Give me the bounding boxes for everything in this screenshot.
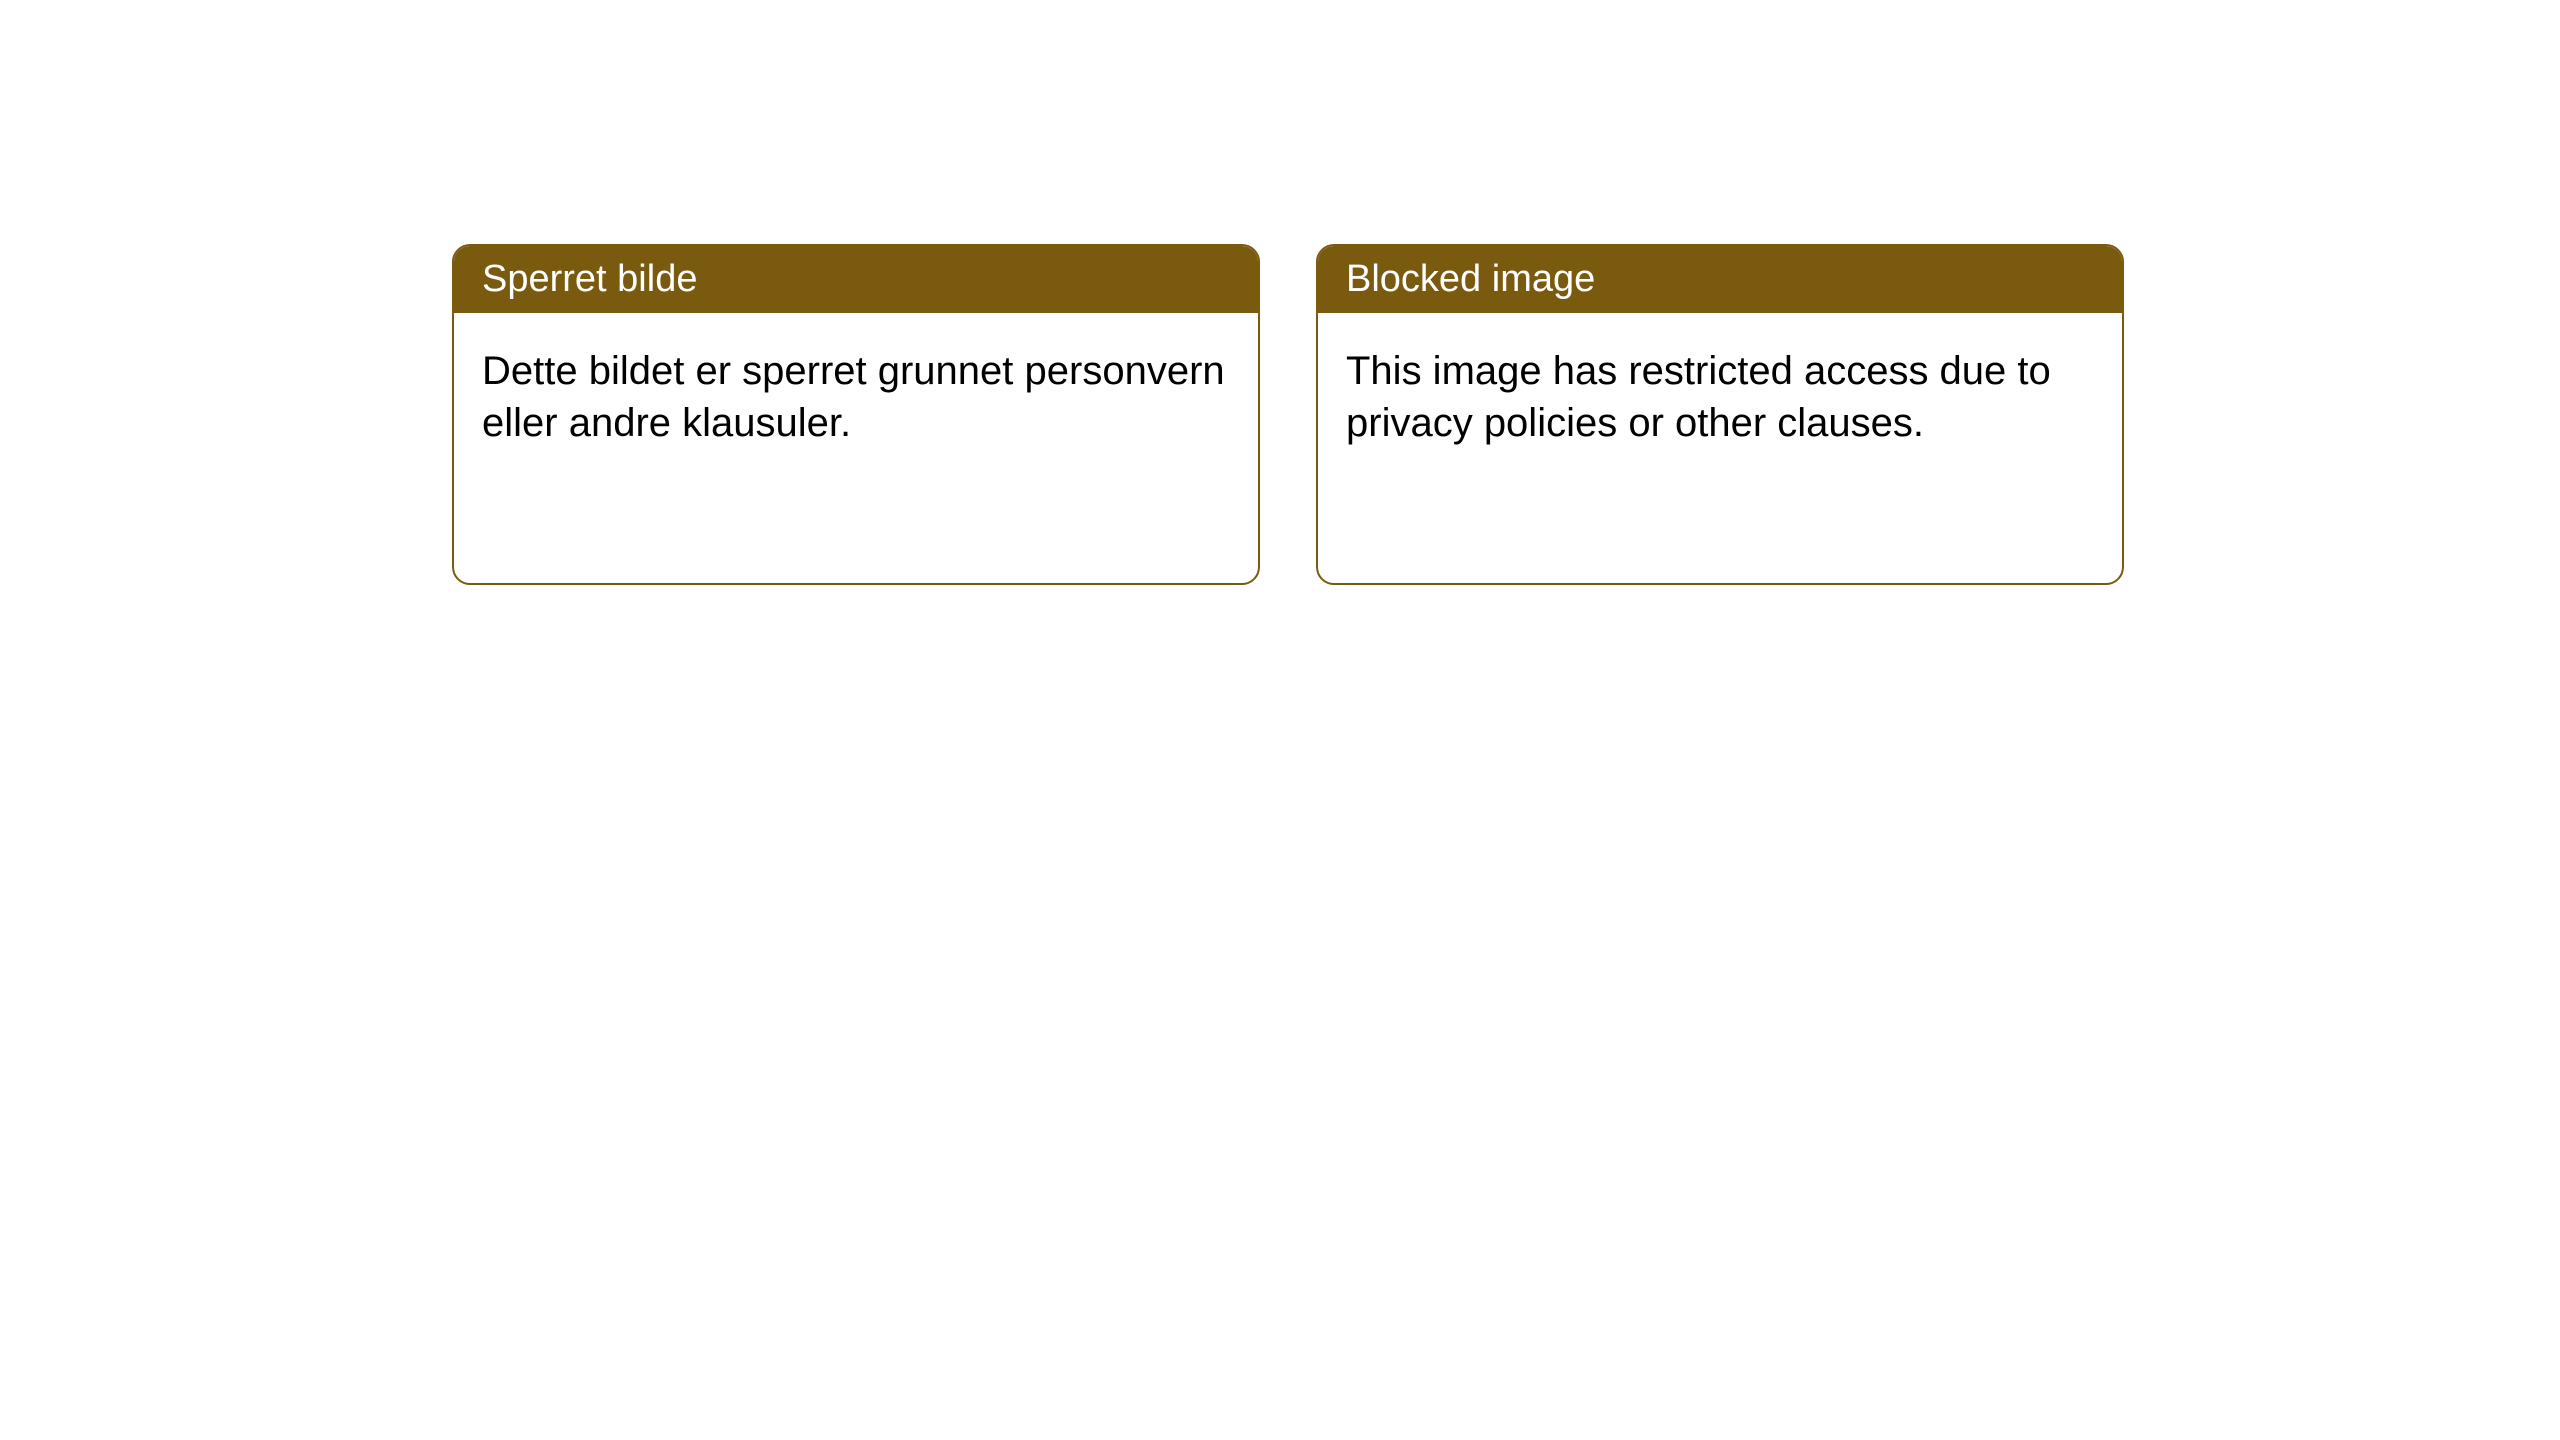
notice-body: This image has restricted access due to … <box>1318 313 2122 583</box>
notice-card-norwegian: Sperret bilde Dette bildet er sperret gr… <box>452 244 1260 585</box>
notice-body: Dette bildet er sperret grunnet personve… <box>454 313 1258 583</box>
notice-header: Blocked image <box>1318 246 2122 313</box>
notice-card-english: Blocked image This image has restricted … <box>1316 244 2124 585</box>
notice-header: Sperret bilde <box>454 246 1258 313</box>
notice-container: Sperret bilde Dette bildet er sperret gr… <box>452 244 2124 585</box>
